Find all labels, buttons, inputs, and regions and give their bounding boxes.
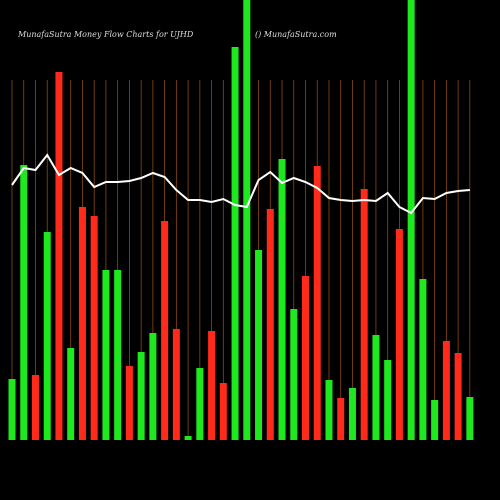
bar bbox=[8, 379, 16, 440]
bar bbox=[466, 397, 474, 440]
bar bbox=[67, 348, 75, 440]
bar bbox=[231, 47, 239, 440]
bar bbox=[137, 352, 145, 440]
bar bbox=[31, 375, 39, 440]
bar bbox=[313, 166, 321, 440]
bar bbox=[172, 329, 180, 440]
bar bbox=[196, 368, 204, 440]
bar bbox=[55, 72, 63, 440]
bar bbox=[337, 398, 345, 440]
bar bbox=[78, 207, 86, 440]
bar bbox=[184, 436, 192, 440]
bar bbox=[290, 309, 298, 440]
bar bbox=[360, 189, 368, 440]
bar bbox=[395, 229, 403, 440]
chart-title: MunafaSutra Money Flow Charts for UJHD bbox=[17, 30, 194, 39]
bar bbox=[419, 279, 427, 440]
bar bbox=[372, 335, 380, 440]
bar bbox=[431, 400, 439, 440]
bar bbox=[348, 388, 356, 440]
bar bbox=[43, 232, 51, 440]
bar bbox=[278, 159, 286, 440]
bar bbox=[454, 353, 462, 440]
bar bbox=[266, 209, 274, 440]
bar bbox=[442, 341, 450, 440]
bar bbox=[102, 270, 110, 440]
bar bbox=[114, 270, 122, 440]
chart-subtitle: () MunafaSutra.com bbox=[255, 30, 337, 39]
bar bbox=[90, 216, 98, 440]
bar bbox=[407, 0, 415, 440]
bar bbox=[243, 0, 251, 440]
bar bbox=[384, 360, 392, 440]
bar bbox=[161, 221, 169, 440]
bar bbox=[208, 331, 216, 440]
bar bbox=[255, 250, 263, 440]
money-flow-line bbox=[11, 153, 470, 215]
bar bbox=[20, 165, 28, 440]
bar bbox=[149, 333, 157, 440]
bar bbox=[325, 380, 333, 440]
bar bbox=[302, 276, 309, 440]
bar bbox=[125, 366, 133, 440]
bar bbox=[219, 383, 227, 440]
